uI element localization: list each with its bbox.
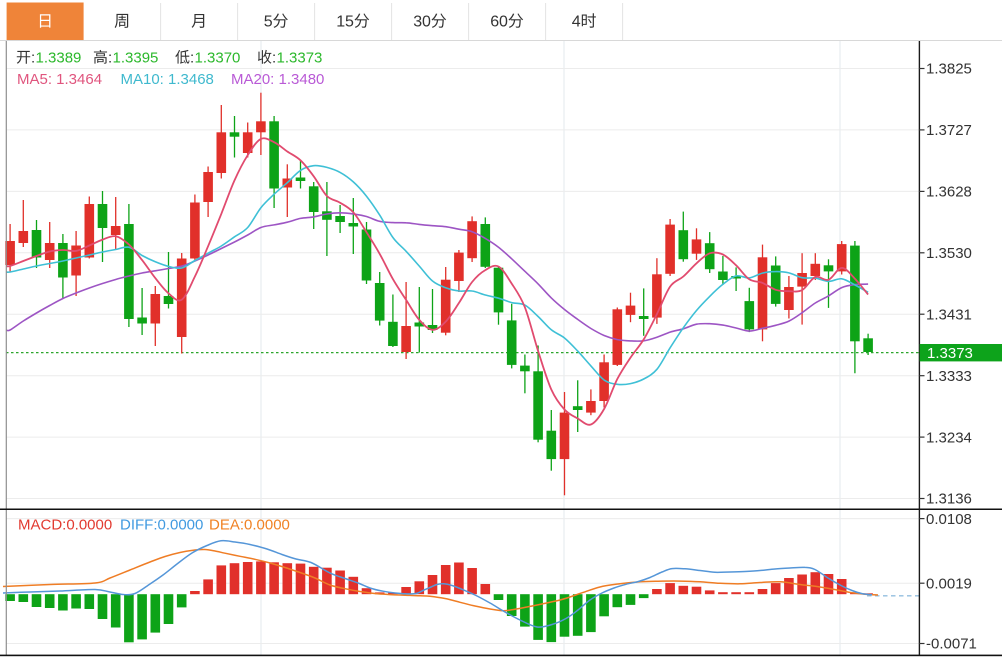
svg-text:5: 5 [345,14,354,31]
svg-text::: : [190,50,194,67]
svg-text:MA10: 1.3468: MA10: 1.3468 [121,71,214,88]
svg-text:1.3373: 1.3373 [277,50,323,67]
svg-text:3: 3 [413,14,422,31]
svg-text::: : [31,50,35,67]
svg-text:1.3373: 1.3373 [927,345,973,362]
svg-text:6: 6 [490,14,499,31]
svg-text:1.3628: 1.3628 [926,184,972,201]
svg-text:1.3727: 1.3727 [926,122,972,139]
svg-text:1.3370: 1.3370 [195,50,241,67]
svg-text:1.3825: 1.3825 [926,61,972,78]
svg-text:1.3234: 1.3234 [926,429,972,446]
svg-text:0.0108: 0.0108 [926,511,972,528]
svg-text:0: 0 [422,14,431,31]
svg-text:1.3389: 1.3389 [36,50,82,67]
svg-text:MACD:0.0000: MACD:0.0000 [18,517,112,534]
svg-text:0.0019: 0.0019 [926,575,972,592]
svg-text:0: 0 [499,14,508,31]
svg-text:-0.0071: -0.0071 [926,636,977,653]
svg-text:4: 4 [572,14,581,31]
svg-text::: : [108,50,112,67]
svg-text::: : [272,50,276,67]
svg-text:1.3136: 1.3136 [926,491,972,508]
svg-text:MA20: 1.3480: MA20: 1.3480 [231,71,324,88]
svg-text:DEA:0.0000: DEA:0.0000 [209,517,290,534]
svg-text:1: 1 [336,14,345,31]
svg-text:MA5: 1.3464: MA5: 1.3464 [17,71,102,88]
svg-text:DIFF:0.0000: DIFF:0.0000 [120,517,203,534]
svg-text:1.3431: 1.3431 [926,306,972,323]
svg-text:5: 5 [264,14,273,31]
svg-text:1.3333: 1.3333 [926,368,972,385]
svg-text:1.3530: 1.3530 [926,245,972,262]
svg-text:1.3395: 1.3395 [113,50,159,67]
